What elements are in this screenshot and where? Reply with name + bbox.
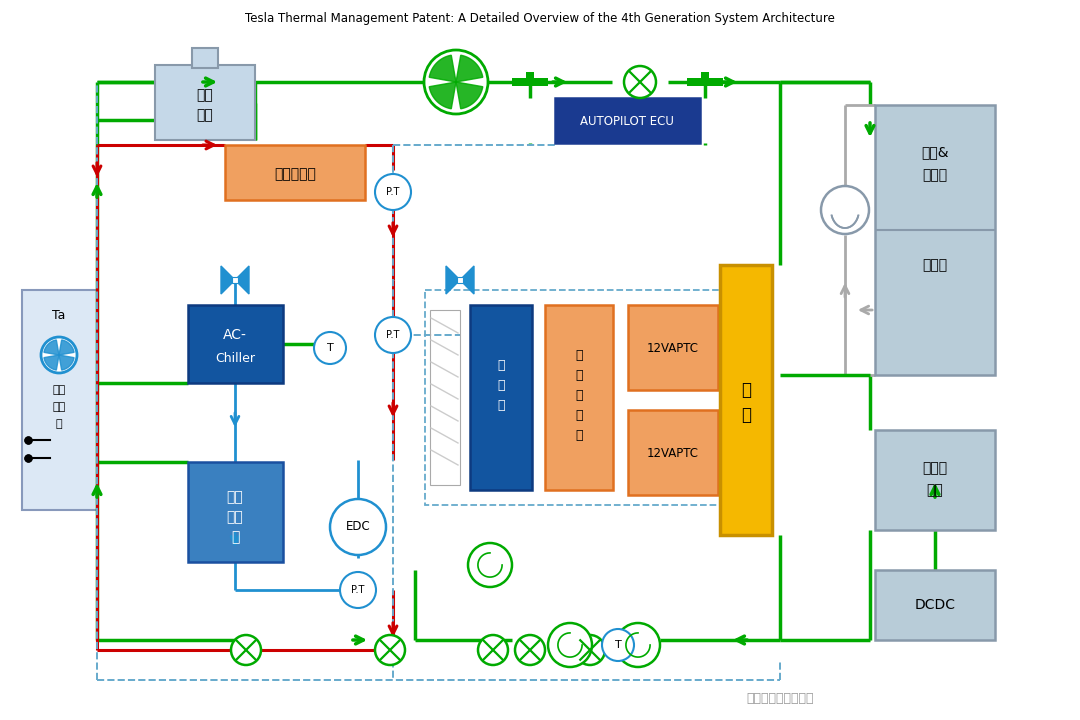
Circle shape — [340, 572, 376, 608]
Circle shape — [602, 629, 634, 661]
Text: 置: 置 — [576, 369, 583, 382]
Polygon shape — [429, 82, 456, 109]
Text: 蒸: 蒸 — [497, 359, 504, 372]
Circle shape — [41, 337, 77, 373]
Text: 器: 器 — [497, 398, 504, 412]
Circle shape — [468, 543, 512, 587]
Text: P.T: P.T — [387, 187, 400, 197]
Text: 器: 器 — [576, 428, 583, 441]
Circle shape — [375, 174, 411, 210]
Circle shape — [375, 635, 405, 665]
Text: AC-: AC- — [224, 328, 247, 342]
Bar — [627, 410, 718, 495]
Bar — [457, 277, 463, 283]
Polygon shape — [429, 55, 456, 82]
Text: T: T — [615, 640, 621, 650]
Circle shape — [616, 623, 660, 667]
Polygon shape — [460, 266, 474, 294]
Circle shape — [515, 635, 545, 665]
Bar — [545, 305, 613, 490]
Circle shape — [575, 635, 605, 665]
Bar — [188, 462, 283, 562]
Bar — [156, 65, 255, 140]
Text: 器: 器 — [56, 419, 63, 429]
Circle shape — [231, 635, 261, 665]
Bar — [192, 48, 218, 68]
Text: 水壶: 水壶 — [197, 108, 214, 122]
Text: T: T — [326, 343, 334, 353]
Polygon shape — [221, 266, 235, 294]
Polygon shape — [44, 355, 59, 370]
Text: Tesla Thermal Management Patent: A Detailed Overview of the 4th Generation Syste: Tesla Thermal Management Patent: A Detai… — [245, 12, 835, 24]
Text: 减速器: 减速器 — [922, 168, 947, 182]
Circle shape — [424, 50, 488, 114]
Text: 冷: 冷 — [576, 389, 583, 402]
Text: 12VAPTC: 12VAPTC — [647, 341, 699, 354]
Polygon shape — [235, 266, 249, 294]
Text: 气液: 气液 — [227, 490, 243, 504]
Bar — [701, 72, 708, 82]
Text: 散热: 散热 — [52, 402, 66, 412]
Bar — [875, 105, 995, 375]
Circle shape — [314, 332, 346, 364]
Circle shape — [821, 186, 869, 234]
Circle shape — [548, 623, 592, 667]
Text: AUTOPILOT ECU: AUTOPILOT ECU — [580, 114, 674, 127]
Text: 电机&: 电机& — [921, 145, 948, 159]
Text: 分离: 分离 — [227, 510, 243, 524]
Text: Chiller: Chiller — [215, 351, 255, 364]
Text: 内: 内 — [576, 348, 583, 361]
Bar — [875, 430, 995, 530]
Text: 电: 电 — [741, 381, 751, 399]
Text: 电机控: 电机控 — [922, 461, 947, 475]
Text: 液冷冷凝器: 液冷冷凝器 — [274, 167, 316, 181]
Bar — [470, 305, 532, 490]
Circle shape — [330, 499, 386, 555]
Bar — [232, 277, 238, 283]
Text: 油冷器: 油冷器 — [922, 258, 947, 272]
Bar — [512, 78, 548, 86]
Bar — [225, 145, 365, 200]
Text: P.T: P.T — [387, 330, 400, 340]
Polygon shape — [446, 266, 460, 294]
Bar — [555, 98, 700, 143]
Text: 制器: 制器 — [927, 483, 943, 497]
Text: 池: 池 — [741, 406, 751, 424]
Polygon shape — [456, 55, 483, 82]
Text: 器: 器 — [231, 530, 239, 544]
Circle shape — [375, 317, 411, 353]
Circle shape — [478, 635, 508, 665]
Bar — [22, 290, 97, 510]
Bar — [188, 305, 283, 383]
Text: P.T: P.T — [351, 585, 365, 595]
Bar — [875, 570, 995, 640]
Polygon shape — [44, 340, 59, 355]
Text: 膨胀: 膨胀 — [197, 88, 214, 102]
Text: 发: 发 — [497, 379, 504, 392]
Polygon shape — [59, 355, 75, 370]
Circle shape — [624, 66, 656, 98]
Text: DCDC: DCDC — [915, 598, 956, 612]
Bar — [627, 305, 718, 390]
Bar — [426, 290, 755, 505]
Bar — [687, 78, 723, 86]
Text: 凝: 凝 — [576, 408, 583, 421]
Polygon shape — [59, 340, 75, 355]
Text: Ta: Ta — [52, 308, 66, 322]
Text: 公众号・热管理专利: 公众号・热管理专利 — [746, 691, 813, 704]
Text: 水箱: 水箱 — [52, 385, 66, 395]
Bar — [430, 310, 460, 485]
Polygon shape — [456, 82, 483, 109]
Text: EDC: EDC — [346, 521, 370, 534]
Bar — [526, 72, 534, 82]
Text: 12VAPTC: 12VAPTC — [647, 446, 699, 459]
Bar — [720, 265, 772, 535]
